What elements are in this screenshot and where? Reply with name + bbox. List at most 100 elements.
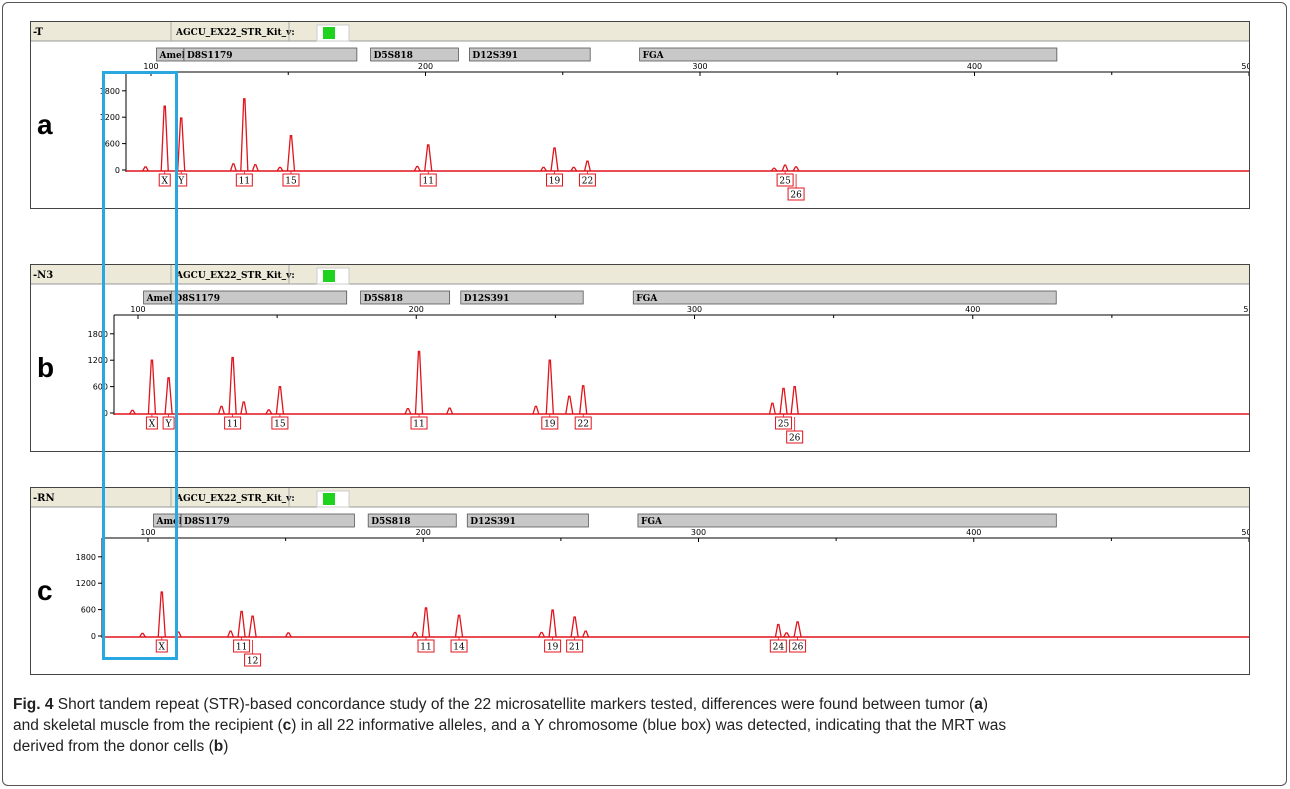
peak	[413, 165, 421, 172]
allele-label-box	[244, 653, 262, 667]
x-tick-label: 500	[1241, 62, 1249, 71]
allele-label-box	[158, 173, 171, 187]
marker-bar-fga	[637, 513, 1057, 528]
peak	[545, 359, 554, 415]
allele-label: 19	[547, 643, 559, 653]
allele-label-box	[574, 416, 592, 430]
marker-bar-fga	[632, 290, 1057, 305]
allele-label: 11	[236, 643, 247, 653]
allele-label: X	[162, 177, 169, 187]
allele-label-box	[155, 639, 168, 653]
peak	[793, 621, 802, 638]
peak	[570, 616, 579, 638]
dye-color-indicator	[323, 270, 335, 282]
x-tick-label: 100	[140, 528, 155, 537]
y-tick-label: 0	[91, 632, 96, 641]
peak	[446, 407, 454, 415]
x-tick-label: 400	[965, 305, 980, 314]
y-tick-label: 1200	[88, 356, 108, 365]
allele-label: 25	[778, 420, 790, 430]
peak	[228, 356, 237, 415]
allele-label: 26	[792, 643, 804, 653]
x-tick-label: 400	[967, 62, 982, 71]
peak	[454, 614, 464, 638]
allele-label-box	[578, 173, 596, 187]
caption-text: and skeletal muscle from the recipient (	[13, 717, 283, 734]
allele-label-box	[789, 639, 807, 653]
allele-label-box	[769, 639, 787, 653]
peak	[790, 385, 799, 415]
peak	[783, 632, 791, 638]
peak	[237, 610, 246, 638]
x-tick-label: 100	[143, 62, 158, 71]
allele-label: X	[159, 643, 166, 653]
peak	[160, 105, 169, 172]
panel-letter: b	[37, 352, 54, 383]
electropherogram-panel-b: -N3 AGCU_EX22_STR_Kit_v: Amel D8S1179 D5S818…	[30, 264, 1250, 452]
y-tick-label: 0	[103, 409, 108, 418]
caption-text: )	[982, 696, 988, 713]
allele-label: 22	[582, 177, 593, 187]
peak	[229, 163, 237, 172]
allele-label-box	[541, 416, 559, 430]
y-tick-label: 600	[93, 383, 108, 392]
marker-bar-d12s391	[466, 513, 589, 528]
peak	[570, 166, 578, 172]
y-tick-label: 1800	[76, 553, 96, 562]
allele-label-box	[450, 639, 468, 653]
x-tick-label: 300	[692, 62, 707, 71]
marker-bar-d5s818	[367, 513, 457, 528]
caption-text: Short tandem repeat (STR)-based concorda…	[53, 696, 975, 713]
peak	[139, 632, 146, 638]
peak	[240, 98, 249, 172]
electropherogram-panel-c: -RN AGCU_EX22_STR_Kit_v: Amel D8S1179 D5S818…	[30, 487, 1250, 675]
allele-label: 11	[423, 177, 434, 187]
allele-label: 11	[227, 420, 238, 430]
marker-label-fga: FGA	[643, 51, 665, 61]
allele-label: 22	[577, 420, 588, 430]
sample-tag: -T	[33, 27, 43, 38]
allele-label: 26	[790, 191, 802, 201]
peak	[532, 405, 540, 415]
peak	[565, 395, 574, 415]
peak	[276, 166, 284, 172]
peak	[579, 385, 588, 415]
allele-label-box	[419, 173, 437, 187]
allele-label: 19	[544, 420, 556, 430]
y-tick-label: 1200	[76, 579, 96, 588]
marker-label-d5s818: D5S818	[374, 51, 413, 61]
peak	[248, 615, 257, 638]
caption-panel-ref: b	[213, 738, 224, 755]
peak	[792, 166, 800, 172]
allele-label: 11	[239, 177, 250, 187]
peak	[286, 135, 296, 172]
peak	[424, 144, 433, 172]
allele-label-box	[566, 639, 584, 653]
chart-svg-a: -T AGCU_EX22_STR_Kit_v: Amel D8S1179 D5S818 D…	[31, 22, 1249, 201]
marker-label-d12s391: D12S391	[470, 517, 516, 527]
peak	[164, 377, 173, 415]
allele-label: 25	[779, 177, 791, 187]
dye-color-indicator	[323, 27, 335, 39]
chart-svg-c: -RN AGCU_EX22_STR_Kit_v: Amel D8S1179 D5S818…	[31, 488, 1249, 667]
allele-label-box	[224, 416, 242, 430]
marker-label-d12s391: D12S391	[472, 51, 518, 61]
allele-label-box	[410, 416, 428, 430]
marker-label-d8s1179: D8S1179	[187, 51, 233, 61]
marker-bar-d8s1179	[183, 47, 358, 62]
x-tick-label: 100	[130, 305, 145, 314]
peak	[779, 387, 788, 415]
panel-letter: c	[37, 575, 53, 606]
marker-label-d12s391: D12S391	[464, 294, 510, 304]
allele-label: 12	[247, 657, 258, 667]
peak	[583, 160, 591, 172]
peak	[770, 167, 778, 172]
electropherogram-panel-a: -T AGCU_EX22_STR_Kit_v: Amel D8S1179 D5S818 D…	[30, 21, 1250, 209]
peak	[781, 164, 789, 172]
caption-fig-label: Fig. 4	[13, 696, 54, 713]
allele-label-box	[235, 173, 253, 187]
allele-label-box	[162, 416, 175, 430]
peak	[768, 402, 776, 415]
x-tick-label: 200	[416, 528, 431, 537]
